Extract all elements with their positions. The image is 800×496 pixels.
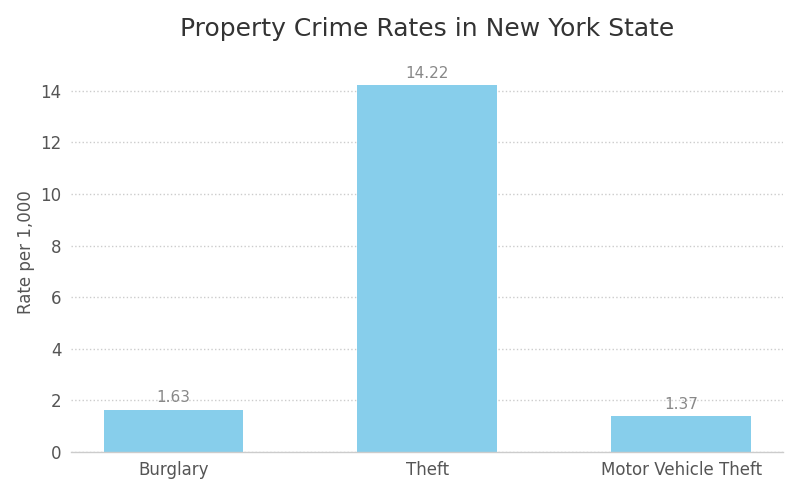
Title: Property Crime Rates in New York State: Property Crime Rates in New York State	[180, 17, 674, 41]
Bar	[358, 85, 497, 452]
Text: 1.37: 1.37	[664, 397, 698, 412]
Bar	[103, 410, 243, 452]
Text: 14.22: 14.22	[406, 65, 449, 81]
Text: 1.63: 1.63	[156, 390, 190, 405]
Y-axis label: Rate per 1,000: Rate per 1,000	[17, 190, 34, 314]
Bar	[611, 416, 751, 452]
